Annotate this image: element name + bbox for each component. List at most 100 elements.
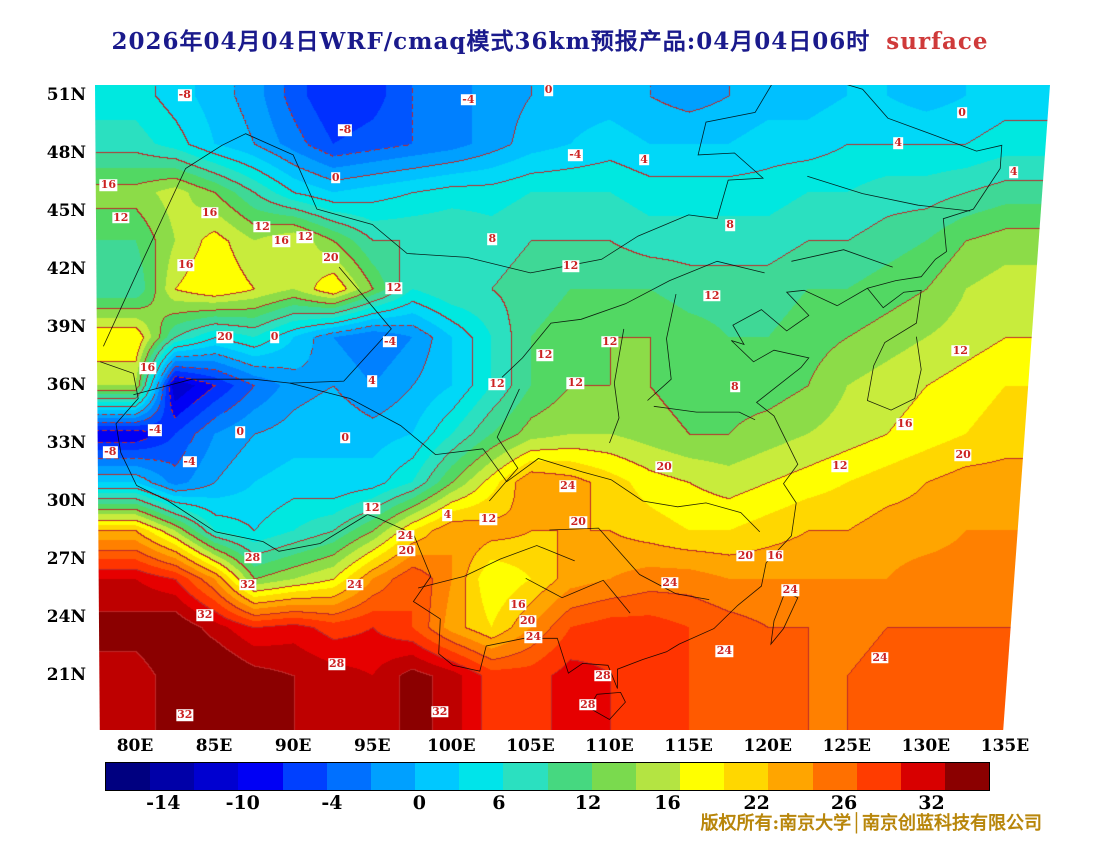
- lon-tick-label: 120E: [743, 736, 792, 756]
- contour-value-label: 16: [200, 205, 219, 219]
- contour-value-label: 12: [385, 281, 403, 295]
- contour-value-label: 12: [703, 289, 721, 303]
- colorbar-segment: [547, 763, 592, 790]
- border-line: [488, 388, 520, 502]
- title-main: 2026年04月04日WRF/cmaq模式36km预报产品:04月04日06时: [111, 28, 871, 55]
- lat-tick-label: 36N: [46, 375, 86, 395]
- border-line: [807, 175, 971, 212]
- lon-tick-label: 115E: [664, 736, 713, 756]
- contour-value-label: 0: [269, 330, 280, 344]
- contour-value-label: 12: [601, 334, 619, 348]
- contour-value-label: -4: [568, 148, 583, 162]
- contour-value-label: 12: [488, 377, 506, 391]
- contour-value-label: 24: [661, 576, 679, 590]
- colorbar-tick-label: 6: [492, 792, 506, 814]
- lon-tick-label: 85E: [195, 736, 233, 756]
- contour-value-label: 4: [639, 153, 649, 167]
- contour-value-label: 16: [509, 598, 527, 612]
- colorbar-segment: [503, 763, 548, 790]
- contour-value-label: 8: [725, 218, 735, 232]
- lat-tick-label: 24N: [46, 607, 86, 627]
- contour-value-label: 12: [536, 348, 554, 362]
- lat-tick-label: 33N: [46, 433, 86, 453]
- contour-value-label: -4: [148, 423, 163, 437]
- border-line: [866, 288, 922, 411]
- colorbar-segment: [106, 763, 151, 790]
- contour-value-label: 0: [235, 425, 245, 439]
- lat-tick-label: 21N: [46, 665, 86, 685]
- colorbar-tick-label: -4: [321, 792, 343, 814]
- title-surface-tag: surface: [886, 28, 989, 55]
- border-line: [609, 328, 625, 444]
- lat-tick-label: 27N: [46, 549, 86, 569]
- lon-tick-label: 80E: [116, 736, 154, 756]
- contour-value-label: 12: [561, 259, 580, 273]
- border-line: [770, 591, 799, 646]
- colorbar-segment: [194, 763, 239, 790]
- contour-value-label: 20: [655, 460, 673, 474]
- border-line: [647, 294, 677, 401]
- contour-value-label: 32: [176, 708, 194, 722]
- colorbar-tick-label: 32: [918, 792, 945, 814]
- contour-value-label: 0: [957, 105, 967, 119]
- contour-value-label: 24: [871, 650, 889, 664]
- contour-value-label: 24: [781, 583, 799, 597]
- contour-value-label: 32: [239, 578, 257, 592]
- contour-value-label: 28: [243, 551, 262, 565]
- contour-value-label: 16: [99, 178, 118, 192]
- lon-tick-label: 135E: [980, 736, 1030, 756]
- contour-value-label: 24: [715, 644, 733, 658]
- contour-labels-layer: -8 -4 0 0 -8 4 -4 4 4 0 16 16 12 8 12 12 8 16 20 16 12 12 12 20…: [95, 85, 1050, 730]
- lat-tick-label: 48N: [46, 143, 86, 163]
- contour-value-label: 8: [487, 232, 498, 246]
- colorbar-tick-label: -10: [225, 792, 260, 814]
- contour-value-label: -8: [103, 445, 118, 459]
- contour-value-label: 12: [363, 501, 381, 515]
- colorbar-segment: [768, 763, 813, 790]
- contour-value-label: 12: [566, 376, 585, 390]
- colorbar-segment: [724, 763, 769, 790]
- border-line: [133, 266, 392, 396]
- contour-value-label: 20: [216, 330, 234, 344]
- colorbar-segment: [591, 763, 636, 790]
- contour-value-label: 4: [1008, 165, 1019, 179]
- lon-tick-label: 125E: [822, 736, 872, 756]
- colorbar-segment: [900, 763, 945, 790]
- lat-tick-label: 51N: [46, 85, 86, 105]
- contour-value-label: 0: [340, 431, 351, 445]
- contour-value-label: 12: [479, 512, 498, 526]
- contour-value-label: 0: [543, 83, 554, 97]
- contour-value-label: 20: [569, 515, 587, 529]
- lat-tick-label: 45N: [46, 201, 86, 221]
- colorbar: [105, 762, 990, 791]
- contour-value-label: 16: [766, 549, 784, 563]
- colorbar-tick-label: 16: [654, 792, 681, 814]
- colorbar-tick-label: 0: [412, 792, 426, 814]
- colorbar-segment: [812, 763, 857, 790]
- colorbar-segment: [238, 763, 283, 790]
- contour-value-label: 32: [431, 705, 449, 719]
- contour-value-label: 20: [954, 448, 972, 462]
- contour-value-label: 24: [346, 578, 364, 592]
- contour-value-label: 4: [893, 136, 903, 150]
- colorbar-tick-label: 22: [743, 792, 770, 814]
- colorbar-segment: [459, 763, 504, 790]
- contour-value-label: 28: [327, 657, 346, 671]
- colorbar-segment: [370, 763, 416, 790]
- border-line: [549, 527, 710, 600]
- contour-value-label: 16: [272, 234, 290, 248]
- contour-value-label: 16: [896, 417, 914, 431]
- contour-value-label: -4: [382, 334, 398, 348]
- contour-value-label: 4: [442, 508, 453, 522]
- border-line: [418, 545, 575, 589]
- contour-value-label: 20: [397, 543, 415, 557]
- temperature-field-canvas: [95, 85, 1050, 730]
- contour-value-label: -8: [177, 88, 192, 102]
- lon-tick-label: 105E: [506, 736, 555, 756]
- contour-value-label: 16: [177, 258, 195, 272]
- lon-tick-label: 100E: [427, 736, 476, 756]
- border-line: [610, 479, 761, 533]
- contour-value-label: 12: [112, 211, 130, 225]
- border-line: [525, 577, 631, 614]
